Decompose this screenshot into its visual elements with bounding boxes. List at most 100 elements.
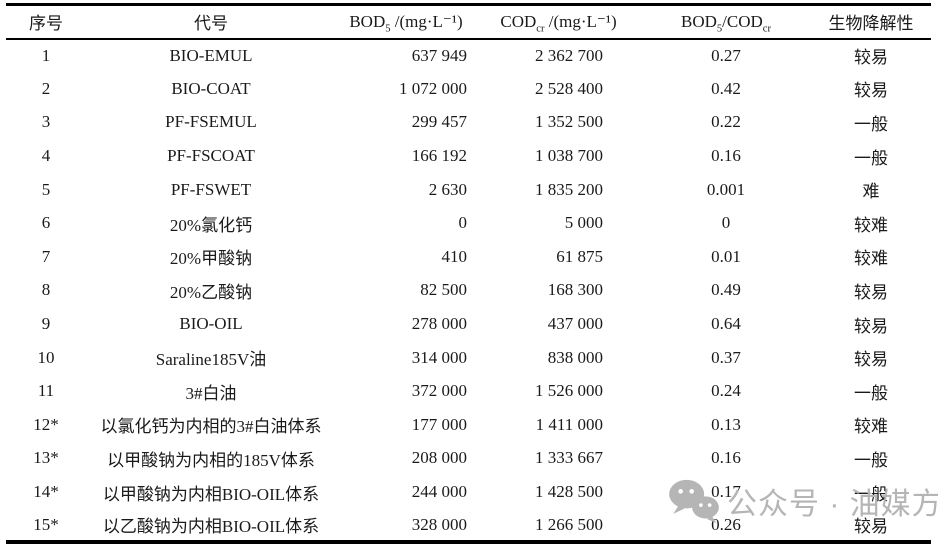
col-header-code: 代号 [86,4,336,40]
table-row: 12* 以氯化钙为内相的3#白油体系 177 000 1 411 000 0.1… [6,408,931,442]
cell-serial-number: 1 [41,45,51,65]
cell-cod-value: 1 038 700 [535,146,603,166]
cell-ratio-value: 0 [721,213,731,233]
cell-serial-number: 6 [41,213,51,233]
cell-ratio-value: 0.27 [711,45,741,65]
ratio-bod-label: BOD [681,11,717,31]
cell-biodegradability: 一般 [854,450,888,470]
cod-label: COD [500,11,537,31]
cell-ratio-value: 0.01 [711,246,741,266]
cell-cod-value: 1 352 500 [535,112,603,132]
table-row: 8 20%乙酸钠 82 500 168 300 0.49 较易 [6,274,931,308]
table-row: 1 BIO-EMUL 637 949 2 362 700 0.27 较易 [6,39,931,73]
table-row: 2 BIO-COAT 1 072 000 2 528 400 0.42 较易 [6,72,931,106]
cell-bod-value: 328 000 [411,514,467,534]
cell-code: 20%氯化钙 [169,215,253,235]
cell-biodegradability: 较易 [854,282,888,302]
cell-code: PF-FSWET [170,179,252,199]
table-row: 13* 以甲酸钠为内相的185V体系 208 000 1 333 667 0.1… [6,442,931,476]
cell-cod-value: 61 875 [556,246,603,266]
cell-code: BIO-COAT [171,78,251,98]
cell-biodegradability: 一般 [854,114,888,134]
table-row: 10 Saraline185V油 314 000 838 000 0.37 较易 [6,341,931,375]
cell-bod-value: 1 072 000 [399,78,467,98]
bod-unit: /(mg·L⁻¹) [390,11,463,31]
cell-serial-number: 11 [37,381,55,401]
cell-bod-value: 2 630 [428,179,467,199]
cell-serial-number: 12* [33,414,59,434]
col-header-codcr: CODcr /(mg·L⁻¹) [476,4,641,40]
cell-bod-value: 314 000 [411,347,467,367]
cell-cod-value: 437 000 [547,314,603,334]
cell-bod-value: 166 192 [411,146,467,166]
cell-bod-value: 208 000 [411,448,467,468]
cell-ratio-value: 0.42 [711,78,741,98]
cell-ratio-value: 0.22 [711,112,741,132]
col-header-biodegradability: 生物降解性 [811,4,931,40]
cell-serial-number: 9 [41,314,51,334]
cell-cod-value: 1 428 500 [535,482,603,502]
cell-cod-value: 838 000 [547,347,603,367]
cell-biodegradability: 较易 [854,316,888,336]
cell-bod-value: 244 000 [411,482,467,502]
cell-serial-number: 13* [33,448,59,468]
cell-biodegradability: 较易 [854,48,888,68]
cell-cod-value: 1 333 667 [535,448,603,468]
cell-serial-number: 2 [41,78,51,98]
cell-serial-number: 14* [33,482,59,502]
cell-biodegradability: 一般 [854,383,888,403]
cell-ratio-value: 0.26 [711,514,741,534]
table-row: 5 PF-FSWET 2 630 1 835 200 0.001 难 [6,173,931,207]
cell-biodegradability: 一般 [854,148,888,168]
cell-biodegradability: 较难 [854,215,888,235]
cell-ratio-value: 0.64 [711,314,741,334]
cell-code: 以甲酸钠为内相的185V体系 [107,450,315,470]
cell-code: BIO-OIL [179,314,243,334]
cell-cod-value: 5 000 [564,213,603,233]
cell-cod-value: 2 528 400 [535,78,603,98]
cell-cod-value: 1 266 500 [535,514,603,534]
biodegradability-table: 序号 代号 BOD5 /(mg·L⁻¹) CODcr /(mg·L⁻¹) BOD… [6,3,931,545]
cell-serial-number: 10 [37,347,55,367]
table-body: 1 BIO-EMUL 637 949 2 362 700 0.27 较易 2 B… [6,39,931,543]
cod-subscript: cr [536,23,545,35]
cell-code: PF-FSEMUL [165,112,257,132]
cell-code: PF-FSCOAT [167,146,255,166]
col-header-bod5: BOD5 /(mg·L⁻¹) [336,4,476,40]
ratio-bod-subscript: 5 [716,23,723,35]
cell-bod-value: 177 000 [411,414,467,434]
col-header-bod-cod-ratio: BOD5/CODcr [641,4,811,40]
cell-ratio-value: 0.49 [711,280,741,300]
cell-serial-number: 15* [33,514,59,534]
cell-bod-value: 82 500 [420,280,467,300]
cell-code: 以氯化钙为内相的3#白油体系 [100,417,322,437]
cell-cod-value: 1 526 000 [535,381,603,401]
table-row: 4 PF-FSCOAT 166 192 1 038 700 0.16 一般 [6,139,931,173]
table-row: 15* 以乙酸钠为内相BIO-OIL体系 328 000 1 266 500 0… [6,509,931,543]
cell-ratio-value: 0.001 [706,179,746,199]
table-row: 3 PF-FSEMUL 299 457 1 352 500 0.22 一般 [6,106,931,140]
cell-code: 以甲酸钠为内相BIO-OIL体系 [102,484,320,504]
cell-serial-number: 4 [41,146,51,166]
cell-ratio-value: 0.37 [711,347,741,367]
cell-biodegradability: 较易 [854,81,888,101]
cell-biodegradability: 较易 [854,517,888,537]
cell-biodegradability: 较易 [854,350,888,370]
table-row: 11 3#白油 372 000 1 526 000 0.24 一般 [6,374,931,408]
cell-biodegradability: 一般 [854,484,888,504]
cell-code: 以乙酸钠为内相BIO-OIL体系 [102,517,320,537]
cell-code: Saraline185V油 [155,350,267,370]
cell-biodegradability: 难 [862,182,880,202]
bod-subscript: 5 [385,23,391,35]
ratio-cod-label: /COD [722,11,763,31]
cell-ratio-value: 0.13 [711,414,741,434]
cod-unit: /(mg·L⁻¹) [544,11,617,31]
ratio-cod-subscript: cr [762,23,771,35]
cell-serial-number: 7 [41,246,51,266]
cell-code: BIO-EMUL [169,45,253,65]
cell-code: 20%甲酸钠 [169,249,253,269]
cell-cod-value: 1 411 000 [535,414,603,434]
cell-ratio-value: 0.16 [711,448,741,468]
cell-code: 20%乙酸钠 [169,282,253,302]
